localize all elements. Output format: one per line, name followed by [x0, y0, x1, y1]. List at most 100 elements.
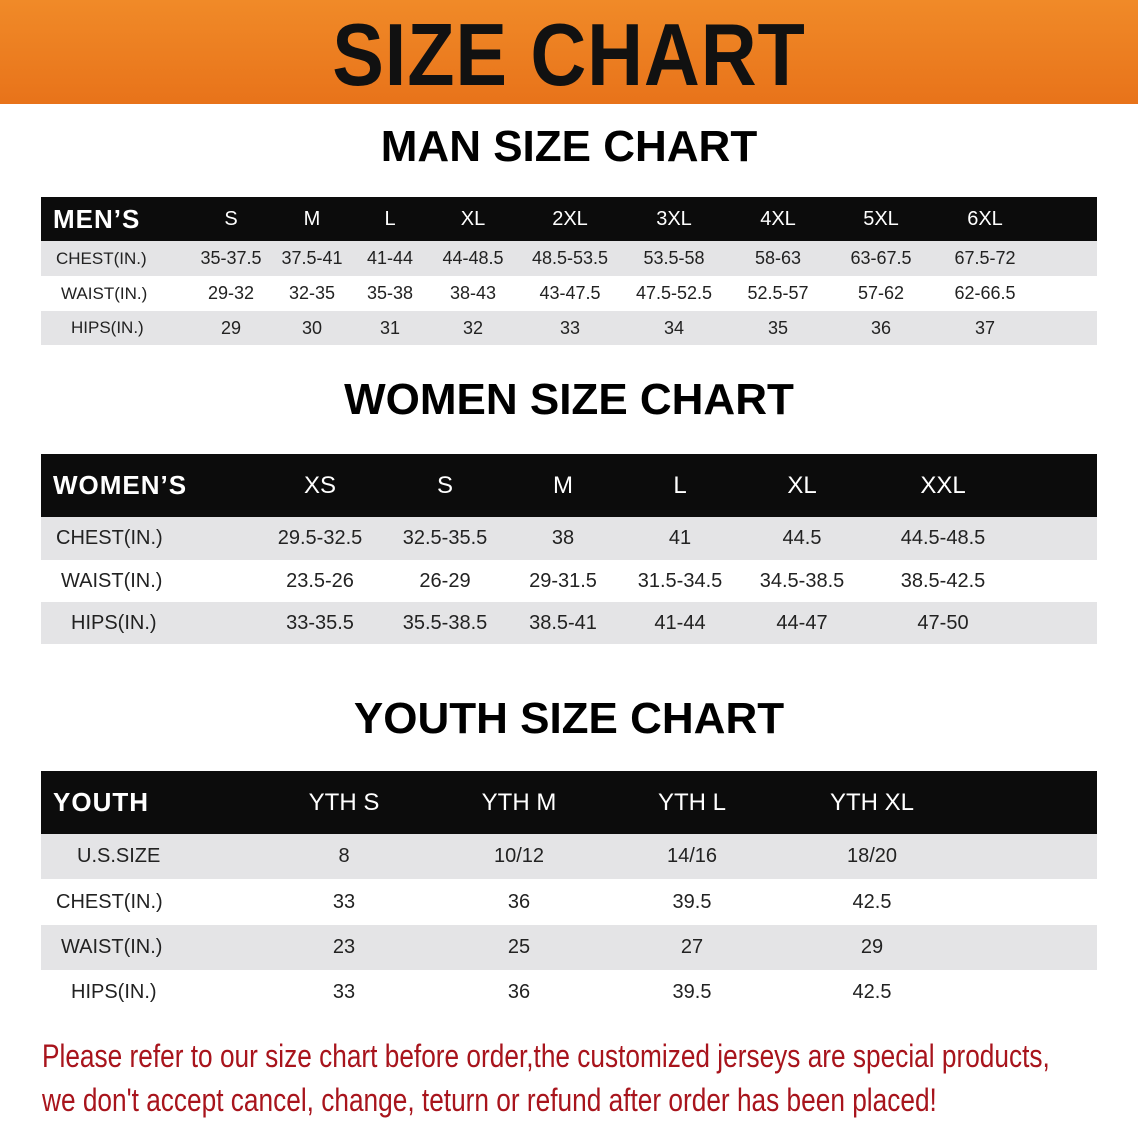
table-cell: 23.5-26 [286, 569, 354, 592]
table-cell: 23 [332, 936, 356, 958]
size-header: L [384, 207, 396, 230]
table-cell: 52.5-57 [747, 283, 809, 303]
table-cell: 25 [507, 936, 531, 958]
table-cell: 34.5-38.5 [759, 569, 845, 592]
table-cell: 18/20 [846, 845, 898, 867]
size-header: 2XL [552, 207, 588, 230]
table-cell: 38-43 [449, 283, 497, 303]
table-row: HIPS(IN.) 33-35.5 35.5-38.5 38.5-41 41-44 44-… [41, 602, 1097, 644]
table-cell: 8 [338, 845, 350, 867]
row-label: HIPS(IN.) [71, 981, 157, 1003]
size-header: XL [460, 207, 486, 230]
table-cell: 29.5-32.5 [277, 527, 363, 549]
table-cell: 33 [332, 890, 356, 913]
table-cell: 29-32 [207, 283, 255, 303]
men-header-label: MEN’S [53, 203, 141, 234]
table-cell: 36 [507, 890, 531, 913]
size-header: YTH M [481, 788, 557, 816]
table-cell: 43-47.5 [539, 283, 601, 303]
table-cell: 47.5-52.5 [635, 283, 713, 303]
table-cell: 34 [663, 317, 685, 338]
table-cell: 47-50 [917, 611, 969, 634]
size-header: S [436, 471, 454, 499]
size-header: M [553, 471, 573, 499]
men-section-title: MAN SIZE CHART [380, 122, 758, 171]
table-cell: 36 [507, 981, 531, 1003]
table-cell: 33 [332, 981, 356, 1003]
table-cell: 44-47 [776, 611, 828, 634]
table-cell: 29-31.5 [529, 569, 597, 592]
table-row: CHEST(IN.) 29.5-32.5 32.5-35.5 38 41 44.5 44.5… [41, 517, 1097, 560]
table-cell: 35-38 [366, 283, 414, 303]
table-row: U.S.SIZE 8 10/12 14/16 18/20 [41, 834, 1097, 879]
row-label: HIPS(IN.) [71, 318, 144, 337]
table-cell: 29 [860, 936, 884, 958]
size-header: YTH XL [829, 788, 915, 816]
table-cell: 39.5 [672, 890, 712, 913]
banner-title: SIZE CHART [332, 5, 806, 104]
table-cell: 53.5-58 [643, 248, 705, 268]
table-cell: 32.5-35.5 [402, 527, 488, 549]
size-header: 4XL [760, 207, 796, 230]
table-cell: 35 [767, 317, 789, 338]
women-header-row: WOMEN’S XS S M L XL XXL [41, 454, 1097, 517]
table-row: HIPS(IN.) 33 36 39.5 42.5 [41, 970, 1097, 1015]
youth-header-row: YOUTH YTH S YTH M YTH L YTH XL [41, 771, 1097, 834]
table-cell: 26-29 [419, 569, 471, 592]
row-label: WAIST(IN.) [61, 283, 148, 303]
table-cell: 42.5 [852, 890, 892, 913]
table-cell: 33-35.5 [286, 611, 354, 634]
youth-size-table: YOUTH YTH S YTH M YTH L YTH XL U.S.SIZE 8 10/12… [41, 771, 1097, 1015]
youth-header-label: YOUTH [53, 787, 149, 817]
row-label: CHEST(IN.) [56, 527, 163, 549]
table-cell: 14/16 [666, 845, 718, 867]
men-size-table: MEN’S S M L XL 2XL 3XL 4XL 5XL 6XL CHEST(IN.) 35-37… [41, 197, 1097, 345]
table-cell: 67.5-72 [954, 248, 1016, 268]
table-cell: 44-48.5 [442, 248, 504, 268]
table-cell: 39.5 [672, 981, 712, 1003]
banner: SIZE CHART [0, 0, 1138, 104]
table-row: WAIST(IN.) 23.5-26 26-29 29-31.5 31.5-34.5 34… [41, 560, 1097, 602]
table-cell: 31.5-34.5 [637, 569, 723, 592]
note-line-2: we don't accept cancel, change, teturn o… [42, 1082, 937, 1118]
size-header: XL [787, 471, 817, 499]
size-header: 3XL [656, 207, 692, 230]
table-cell: 44.5-48.5 [900, 527, 986, 549]
table-cell: 41-44 [654, 611, 706, 634]
table-cell: 42.5 [852, 981, 892, 1003]
size-header: M [303, 207, 321, 230]
table-cell: 29 [220, 317, 242, 338]
note-line-1: Please refer to our size chart before or… [42, 1038, 1050, 1074]
table-cell: 62-66.5 [954, 283, 1016, 303]
table-cell: 58-63 [754, 248, 802, 268]
women-section-title: WOMEN SIZE CHART [344, 375, 794, 424]
row-label: U.S.SIZE [77, 845, 161, 867]
table-row: HIPS(IN.) 29 30 31 32 33 34 35 36 37 [41, 311, 1097, 345]
youth-section-title: YOUTH SIZE CHART [353, 694, 785, 743]
size-header: 6XL [967, 207, 1003, 230]
table-row: CHEST(IN.) 33 36 39.5 42.5 [41, 879, 1097, 925]
table-cell: 30 [301, 317, 323, 338]
table-cell: 57-62 [857, 283, 905, 303]
row-label: HIPS(IN.) [71, 611, 157, 634]
table-cell: 48.5-53.5 [531, 248, 609, 268]
size-header: XS [303, 471, 337, 499]
table-cell: 38.5-42.5 [900, 569, 986, 592]
table-cell: 27 [680, 936, 704, 958]
table-cell: 63-67.5 [850, 248, 912, 268]
table-cell: 38.5-41 [529, 611, 597, 634]
table-cell: 37 [974, 317, 996, 338]
row-label: CHEST(IN.) [56, 890, 163, 913]
table-cell: 35.5-38.5 [402, 611, 488, 634]
size-header: XXL [920, 471, 966, 499]
size-header: S [224, 207, 238, 230]
table-cell: 38 [551, 527, 575, 549]
table-row: CHEST(IN.) 35-37.5 37.5-41 41-44 44-48.5 48.5… [41, 241, 1097, 276]
table-cell: 36 [870, 317, 892, 338]
size-header: YTH S [308, 788, 380, 816]
size-header: YTH L [657, 788, 727, 816]
size-header: 5XL [863, 207, 899, 230]
table-cell: 32-35 [288, 283, 336, 303]
row-label: CHEST(IN.) [56, 248, 147, 268]
row-label: WAIST(IN.) [61, 936, 163, 958]
